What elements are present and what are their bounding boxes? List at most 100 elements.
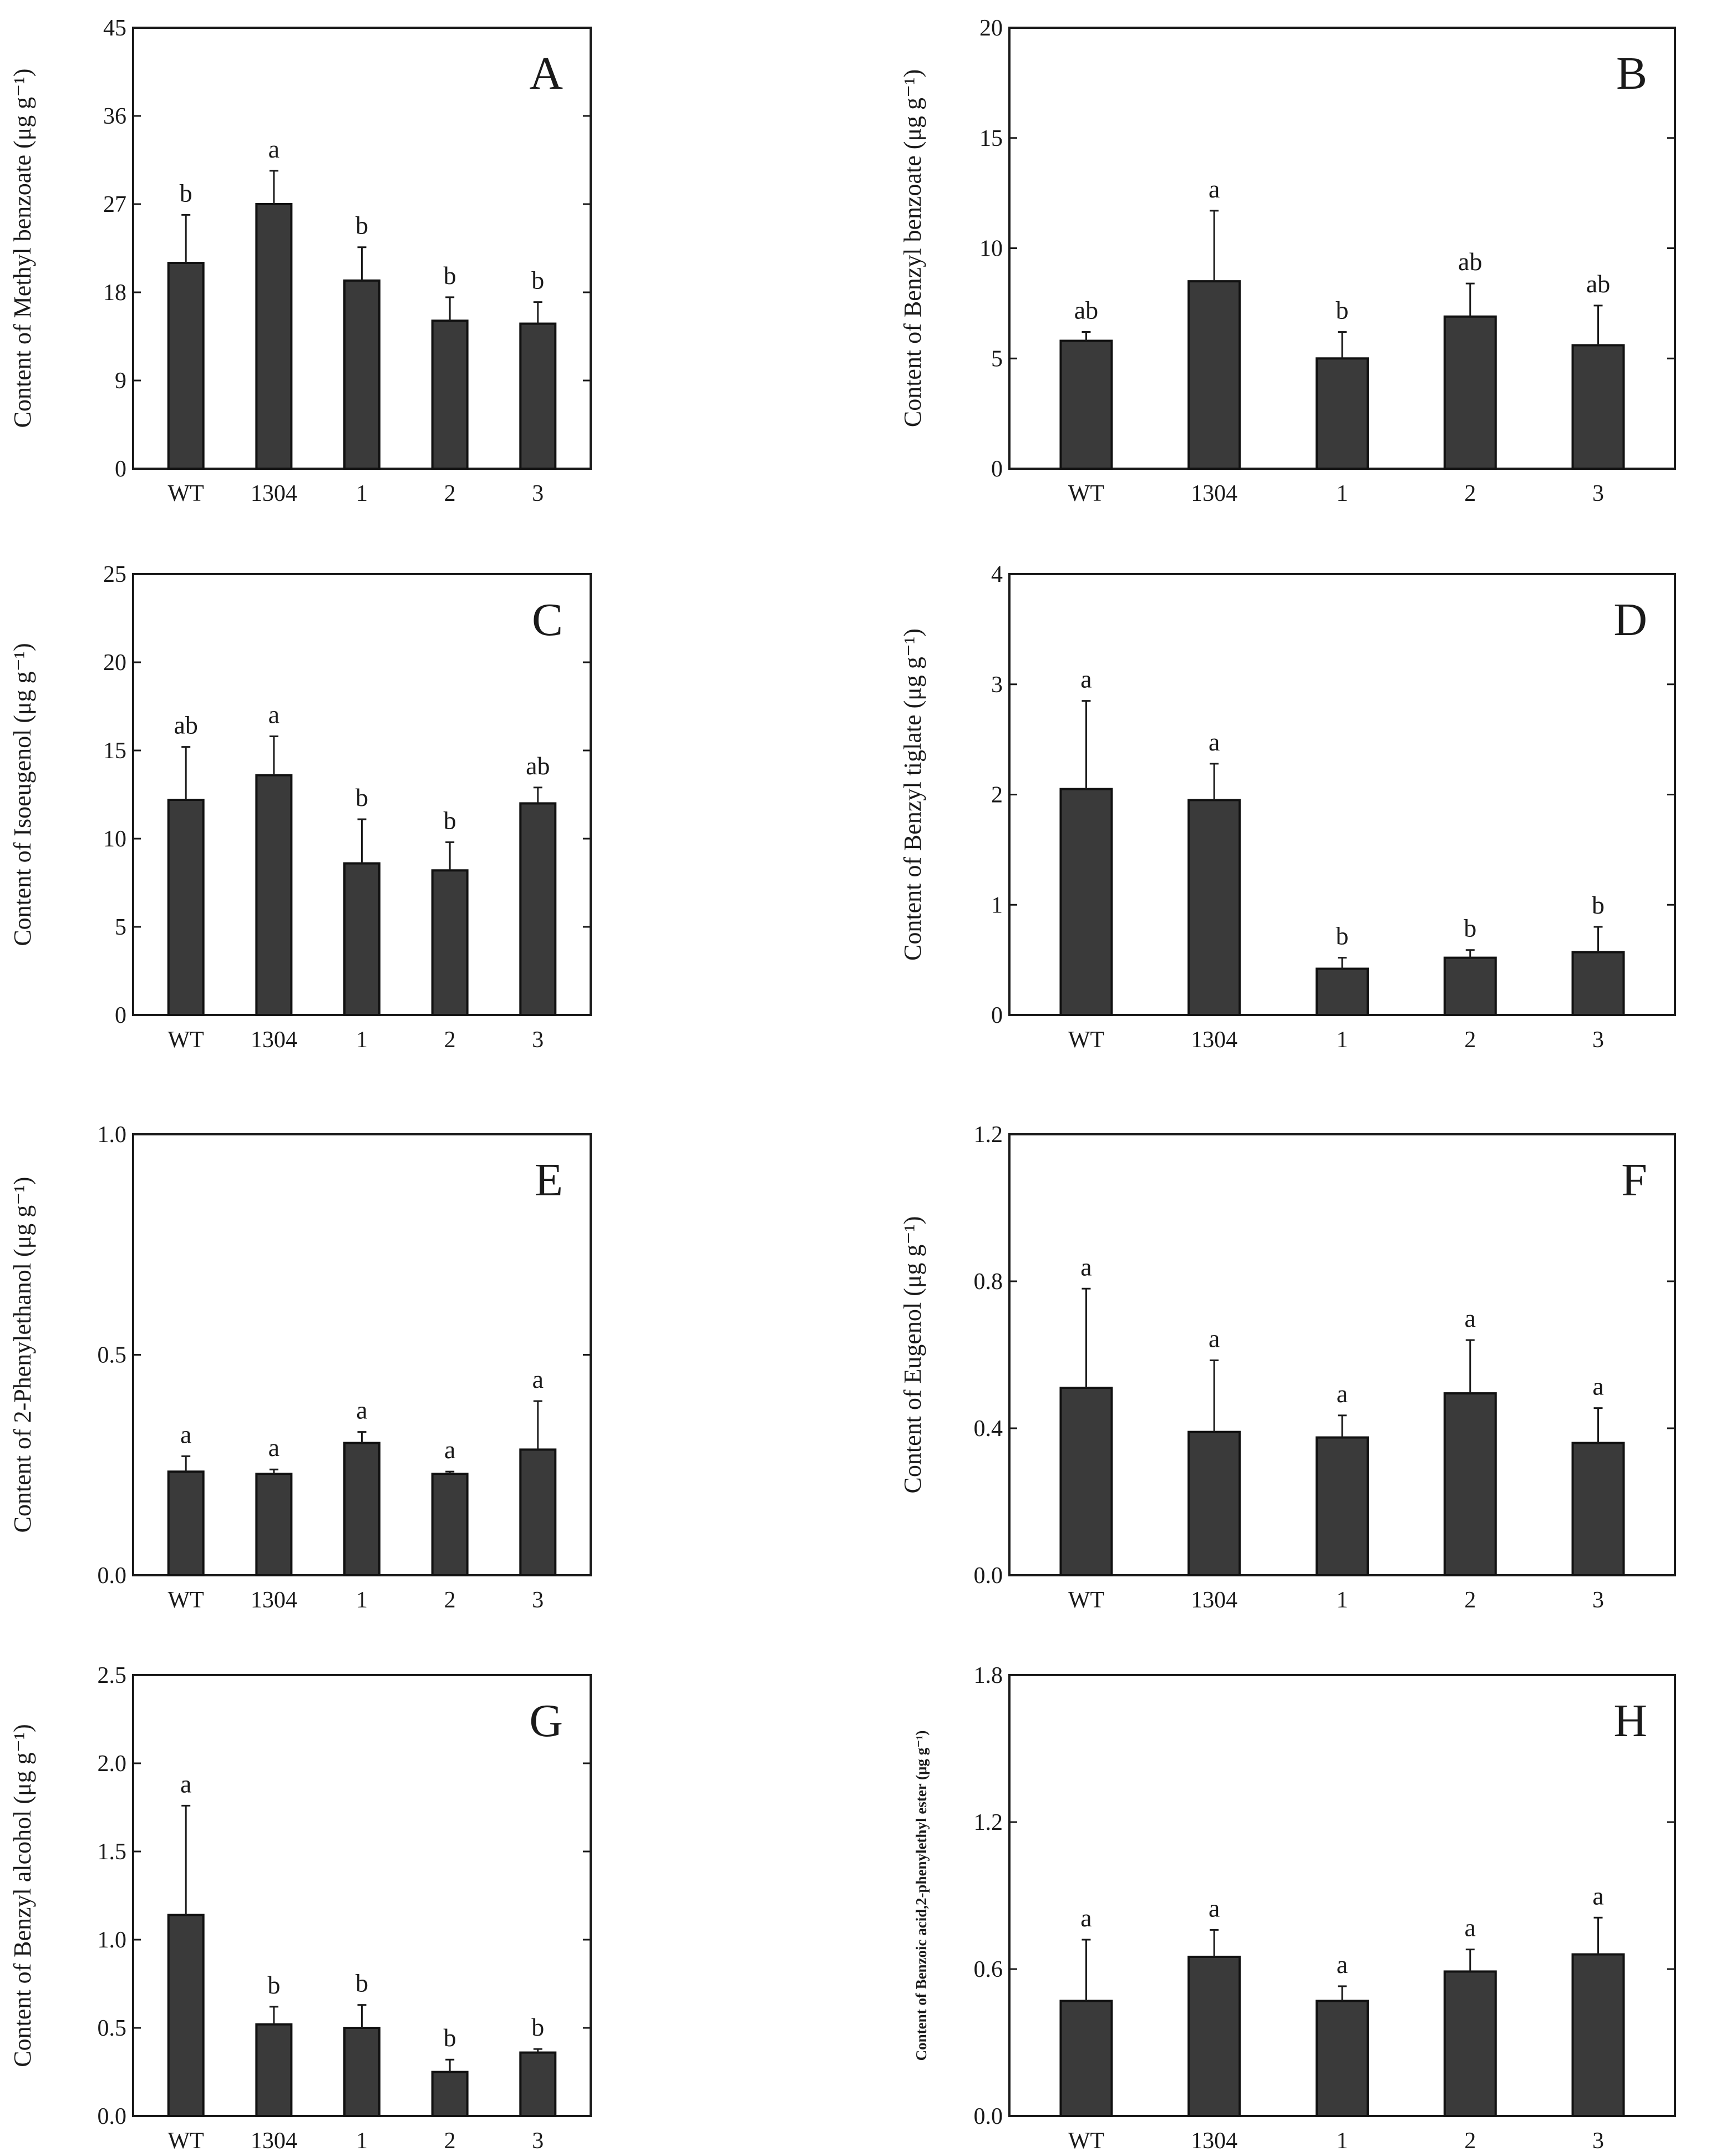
panel-letter-g: G	[529, 1695, 563, 1747]
x-tick-label-e: WT	[168, 1587, 204, 1613]
bar-f-2	[1316, 1436, 1369, 1576]
bar-g-4	[519, 2051, 557, 2118]
significance-label-c-0: ab	[174, 711, 197, 739]
bar-f-4	[1571, 1442, 1625, 1576]
significance-label-e-2: a	[356, 1396, 367, 1424]
bar-b-4	[1571, 344, 1625, 470]
significance-label-h-4: a	[1592, 1881, 1603, 1910]
bar-e-4	[519, 1448, 557, 1577]
bar-c-4	[519, 802, 557, 1017]
y-axis-label-c: Content of Isoeugenol (μg g⁻¹)	[9, 643, 36, 946]
x-tick-label-e: 1	[356, 1587, 368, 1613]
x-tick-label-e: 2	[444, 1587, 456, 1613]
bar-a-0	[167, 262, 205, 470]
y-axis-label-f: Content of Eugenol (μg g⁻¹)	[899, 1216, 926, 1494]
x-tick-label-f: 1304	[1191, 1587, 1237, 1613]
y-tick-label-a: 27	[103, 192, 126, 217]
y-axis-label-h: Content of Benzoic acid,2-phenylethyl es…	[913, 1731, 930, 2061]
significance-label-d-3: b	[1464, 914, 1476, 942]
y-axis-label-e: Content of 2-Phenylethanol (μg g⁻¹)	[9, 1177, 36, 1533]
y-tick-label-g: 1.5	[98, 1839, 127, 1865]
y-tick-label-g: 1.0	[98, 1927, 127, 1953]
x-tick-label-h: 1	[1337, 2128, 1348, 2154]
significance-label-g-4: b	[531, 2013, 544, 2041]
panel-letter-c: C	[532, 594, 563, 646]
x-tick-label-c: 2	[444, 1027, 456, 1053]
panel-letter-d: D	[1613, 594, 1647, 646]
x-tick-label-c: 1	[356, 1027, 368, 1053]
y-tick-label-g: 2.5	[98, 1663, 127, 1688]
x-tick-label-b: WT	[1068, 481, 1104, 506]
bar-a-3	[431, 319, 469, 470]
significance-label-c-3: b	[444, 806, 456, 834]
y-tick-label-a: 0	[115, 456, 126, 482]
x-tick-label-a: WT	[168, 481, 204, 506]
x-tick-label-c: 3	[532, 1027, 544, 1053]
significance-label-g-2: b	[356, 1969, 368, 1997]
bar-f-3	[1443, 1392, 1497, 1576]
x-tick-label-c: 1304	[251, 1027, 297, 1053]
y-tick-label-b: 5	[991, 346, 1003, 372]
significance-label-b-0: ab	[1074, 296, 1098, 324]
significance-label-f-4: a	[1592, 1372, 1603, 1401]
y-tick-label-h: 0.0	[974, 2104, 1003, 2129]
bar-b-1	[1187, 280, 1241, 470]
bar-a-1	[255, 203, 293, 470]
bar-e-3	[431, 1473, 469, 1576]
x-tick-label-e: 1304	[251, 1587, 297, 1613]
y-axis-label-g: Content of Benzyl alcohol (μg g⁻¹)	[9, 1724, 36, 2067]
bar-b-0	[1059, 339, 1113, 470]
significance-label-b-3: ab	[1458, 247, 1482, 276]
x-tick-label-d: 1304	[1191, 1027, 1237, 1053]
panel-letter-b: B	[1616, 48, 1647, 99]
y-tick-label-c: 5	[115, 915, 126, 940]
y-tick-label-g: 0.0	[98, 2104, 127, 2129]
bar-b-2	[1316, 357, 1369, 470]
significance-label-g-3: b	[444, 2023, 456, 2052]
bar-d-1	[1187, 799, 1241, 1016]
significance-label-f-0: a	[1080, 1252, 1091, 1281]
y-tick-label-e: 0.5	[98, 1343, 127, 1368]
bar-h-0	[1059, 2000, 1113, 2118]
y-tick-label-e: 1.0	[98, 1122, 127, 1148]
y-tick-label-c: 10	[103, 826, 126, 852]
panel-letter-e: E	[535, 1154, 563, 1206]
significance-label-b-1: a	[1209, 175, 1220, 203]
x-tick-label-f: 1	[1337, 1587, 1348, 1613]
x-tick-label-f: WT	[1068, 1587, 1104, 1613]
x-tick-label-g: WT	[168, 2128, 204, 2154]
y-tick-label-d: 1	[991, 892, 1003, 918]
significance-label-c-1: a	[268, 701, 280, 729]
significance-label-a-0: b	[180, 179, 192, 207]
y-tick-label-h: 1.2	[974, 1810, 1003, 1835]
panel-f: 0.0 0.4 0.8 1.2 Content of Eugenol (μg g⁻¹) F…	[899, 1122, 1676, 1613]
y-tick-label-d: 2	[991, 783, 1003, 808]
panel-g: 0.0 0.5 1.0 1.5 2.0 2.5 Content of Benzyl alco…	[9, 1663, 592, 2154]
y-tick-label-f: 1.2	[974, 1122, 1003, 1148]
x-tick-label-c: WT	[168, 1027, 204, 1053]
significance-label-d-4: b	[1592, 891, 1605, 919]
bar-d-3	[1443, 956, 1497, 1017]
x-tick-label-b: 3	[1592, 481, 1604, 506]
significance-label-d-2: b	[1336, 922, 1349, 950]
bar-e-2	[343, 1442, 380, 1576]
x-tick-label-d: 1	[1337, 1027, 1348, 1053]
significance-label-d-0: a	[1080, 665, 1091, 693]
y-tick-label-d: 0	[991, 1003, 1003, 1028]
bar-a-2	[343, 279, 380, 470]
y-tick-label-g: 2.0	[98, 1751, 127, 1777]
significance-label-d-1: a	[1209, 728, 1220, 756]
y-tick-label-f: 0.8	[974, 1269, 1003, 1295]
y-tick-label-c: 25	[103, 562, 126, 587]
significance-label-a-4: b	[531, 266, 544, 295]
bar-e-0	[167, 1470, 205, 1577]
y-tick-label-e: 0.0	[98, 1563, 127, 1589]
y-tick-label-a: 36	[103, 104, 126, 129]
bar-c-0	[167, 799, 205, 1017]
y-tick-label-g: 0.5	[98, 2016, 127, 2041]
significance-label-c-4: ab	[526, 752, 550, 780]
bar-c-3	[431, 869, 469, 1016]
significance-label-f-1: a	[1209, 1324, 1220, 1352]
bar-c-1	[255, 774, 293, 1017]
